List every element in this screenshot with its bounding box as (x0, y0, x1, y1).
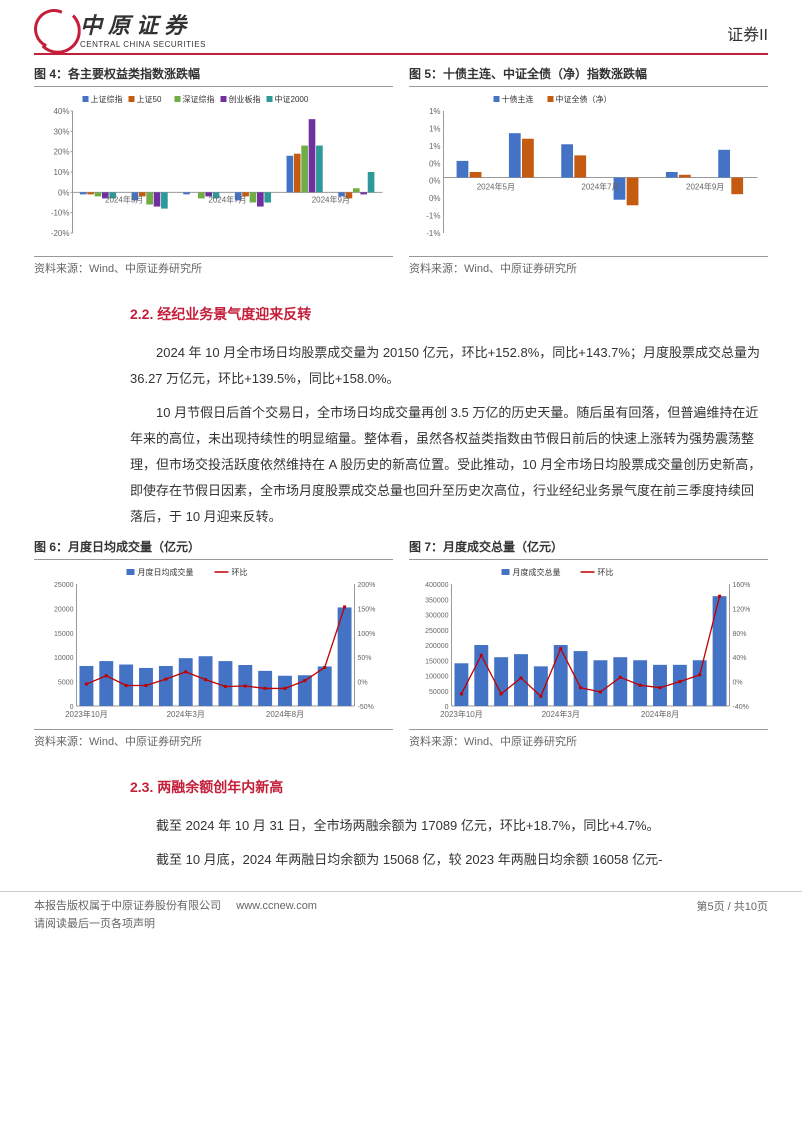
chart6-svg: 月度日均成交量环比0500010000150002000025000-50%0%… (34, 564, 393, 724)
svg-text:100000: 100000 (425, 674, 448, 681)
chart5-title: 图 5：十债主连、中证全债（净）指数涨跌幅 (409, 65, 768, 87)
svg-text:350000: 350000 (425, 597, 448, 604)
svg-text:0%: 0% (733, 680, 743, 687)
footer-disclaimer: 请阅读最后一页各项声明 (34, 918, 155, 930)
section-23-p2: 截至 10 月底，2024 年两融日均余额为 15068 亿，较 2023 年两… (130, 847, 764, 873)
chart4-title: 图 4：各主要权益类指数涨跌幅 (34, 65, 393, 87)
svg-text:-1%: -1% (426, 229, 440, 238)
svg-text:0%: 0% (358, 680, 368, 687)
svg-text:1%: 1% (429, 107, 441, 116)
chart6-title: 图 6：月度日均成交量（亿元） (34, 538, 393, 560)
svg-text:80%: 80% (733, 631, 747, 638)
svg-text:2023年10月: 2023年10月 (65, 709, 108, 719)
footer-page-number: 第5页 / 共10页 (696, 898, 768, 933)
svg-text:2024年8月: 2024年8月 (266, 709, 304, 719)
svg-text:十债主连: 十债主连 (502, 94, 534, 104)
svg-text:2024年9月: 2024年9月 (312, 194, 350, 204)
svg-text:2024年8月: 2024年8月 (641, 709, 679, 719)
chart4-container: 图 4：各主要权益类指数涨跌幅 上证综指 上证50 深证综指 创业板指 中证2000 -2… (34, 65, 393, 276)
chart4-svg: 上证综指 上证50 深证综指 创业板指 中证2000 -20% -10% 0% 10% 20% 30… (34, 91, 393, 251)
chart6-source: 资料来源：Wind、中原证券研究所 (34, 729, 393, 749)
svg-text:中证全债（净）: 中证全债（净） (556, 94, 612, 104)
svg-text:250000: 250000 (425, 628, 448, 635)
svg-text:-50%: -50% (358, 704, 374, 711)
section-23-p1: 截至 2024 年 10 月 31 日，全市场两融余额为 17089 亿元，环比… (130, 813, 764, 839)
chart5-svg: 十债主连 中证全债（净） -1% -1% 0% 0% 0% 1% 1% 1% 2024年5月 2024… (409, 91, 768, 251)
svg-text:20%: 20% (53, 148, 69, 157)
svg-text:40%: 40% (53, 107, 69, 116)
svg-text:2024年7月: 2024年7月 (581, 182, 619, 192)
svg-text:160%: 160% (733, 582, 751, 589)
svg-text:300000: 300000 (425, 613, 448, 620)
chart5-container: 图 5：十债主连、中证全债（净）指数涨跌幅 十债主连 中证全债（净） -1% -1% 0… (409, 65, 768, 276)
svg-text:0%: 0% (58, 188, 70, 197)
svg-text:2023年10月: 2023年10月 (440, 709, 483, 719)
svg-text:200000: 200000 (425, 643, 448, 650)
section-23-title: 2.3. 两融余额创年内新高 (130, 777, 768, 797)
chart6-container: 图 6：月度日均成交量（亿元） 月度日均成交量环比050001000015000… (34, 538, 393, 749)
svg-text:2024年3月: 2024年3月 (167, 709, 205, 719)
svg-text:25000: 25000 (54, 582, 74, 589)
svg-text:40%: 40% (733, 655, 747, 662)
chart5-source: 资料来源：Wind、中原证券研究所 (409, 256, 768, 276)
svg-text:创业板指: 创业板指 (229, 94, 261, 104)
chart7-title: 图 7：月度成交总量（亿元） (409, 538, 768, 560)
svg-text:0%: 0% (429, 194, 441, 203)
svg-text:环比: 环比 (232, 567, 248, 577)
chart7-container: 图 7：月度成交总量（亿元） 月度成交总量环比05000010000015000… (409, 538, 768, 749)
svg-text:-20%: -20% (51, 229, 70, 238)
svg-text:2024年3月: 2024年3月 (542, 709, 580, 719)
page-footer: 本报告版权属于中原证券股份有限公司 www.ccnew.com 请阅读最后一页各… (0, 891, 802, 941)
logo: 中原证券 CENTRAL CHINA SECURITIES (34, 8, 206, 49)
svg-text:150000: 150000 (425, 658, 448, 665)
svg-text:5000: 5000 (58, 680, 74, 687)
svg-text:150%: 150% (358, 606, 376, 613)
section-22-p2: 10 月节假日后首个交易日，全市场日均成交量再创 3.5 万亿的历史天量。随后虽… (130, 400, 764, 530)
svg-text:2024年7月: 2024年7月 (208, 194, 246, 204)
svg-text:15000: 15000 (54, 631, 74, 638)
svg-text:2024年5月: 2024年5月 (477, 182, 515, 192)
chart7-svg: 月度成交总量环比05000010000015000020000025000030… (409, 564, 768, 724)
svg-text:10%: 10% (53, 168, 69, 177)
svg-text:中证2000: 中证2000 (275, 94, 309, 104)
svg-text:上证综指: 上证综指 (91, 94, 123, 104)
svg-text:2024年9月: 2024年9月 (686, 182, 724, 192)
svg-text:200%: 200% (358, 582, 376, 589)
page-header: 中原证券 CENTRAL CHINA SECURITIES 证券II (34, 8, 768, 55)
svg-text:1%: 1% (429, 142, 441, 151)
svg-text:-40%: -40% (733, 704, 749, 711)
svg-text:0%: 0% (429, 177, 441, 186)
svg-text:100%: 100% (358, 631, 376, 638)
svg-text:50%: 50% (358, 655, 372, 662)
svg-text:月度日均成交量: 月度日均成交量 (138, 567, 194, 577)
header-category: 证券II (727, 21, 768, 49)
svg-text:50000: 50000 (429, 689, 449, 696)
svg-text:月度成交总量: 月度成交总量 (513, 567, 561, 577)
svg-text:30%: 30% (53, 127, 69, 136)
chart4-source: 资料来源：Wind、中原证券研究所 (34, 256, 393, 276)
svg-text:-10%: -10% (51, 209, 70, 218)
svg-text:120%: 120% (733, 606, 751, 613)
svg-text:-1%: -1% (426, 212, 440, 221)
svg-text:上证50: 上证50 (137, 95, 162, 104)
footer-copyright: 本报告版权属于中原证券股份有限公司 (34, 900, 221, 912)
logo-english: CENTRAL CHINA SECURITIES (80, 40, 206, 49)
svg-text:1%: 1% (429, 124, 441, 133)
svg-text:20000: 20000 (54, 606, 74, 613)
section-22-p1: 2024 年 10 月全市场日均股票成交量为 20150 亿元，环比+152.8… (130, 340, 764, 392)
logo-chinese: 中原证券 (80, 8, 206, 40)
footer-url: www.ccnew.com (236, 900, 317, 912)
svg-text:0%: 0% (429, 159, 441, 168)
section-22-title: 2.2. 经纪业务景气度迎来反转 (130, 304, 768, 324)
svg-text:2024年5月: 2024年5月 (105, 194, 143, 204)
logo-icon (28, 3, 79, 54)
svg-text:环比: 环比 (598, 567, 614, 577)
svg-text:400000: 400000 (425, 582, 448, 589)
chart7-source: 资料来源：Wind、中原证券研究所 (409, 729, 768, 749)
svg-text:10000: 10000 (54, 655, 74, 662)
svg-text:深证综指: 深证综指 (183, 94, 215, 104)
